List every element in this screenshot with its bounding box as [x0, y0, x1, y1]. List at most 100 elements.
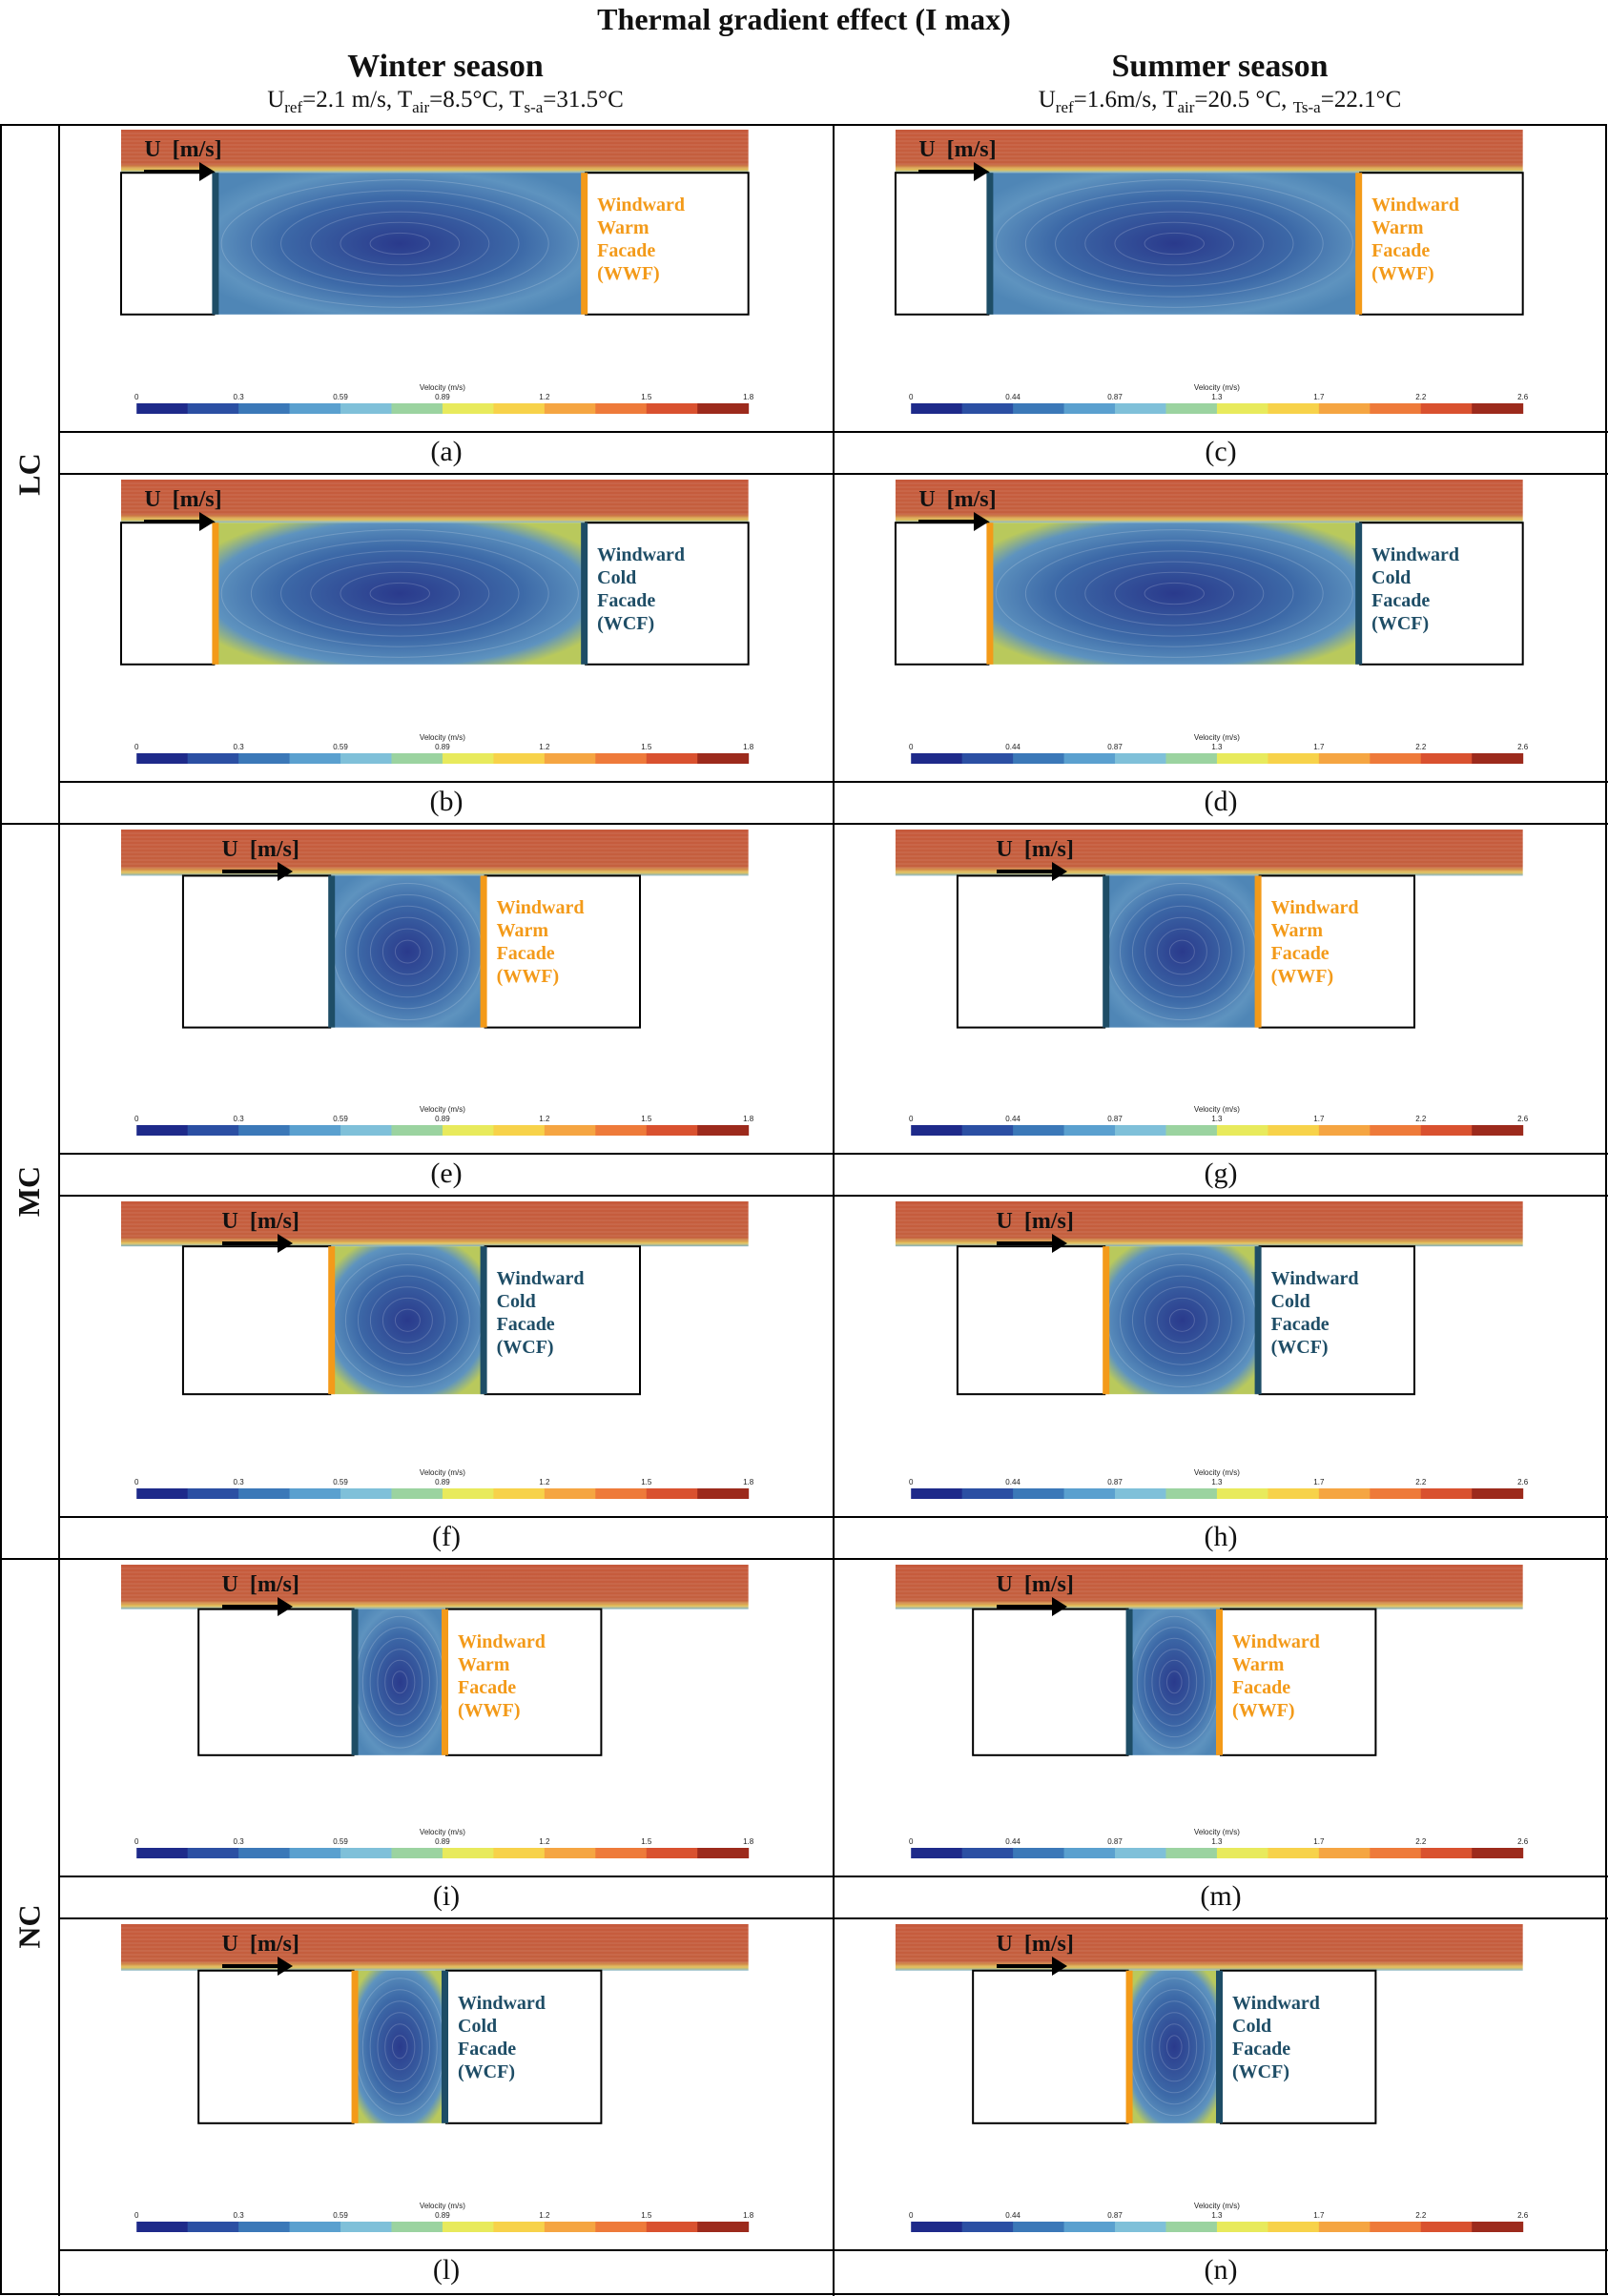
facade-label-line: Facade [1232, 2038, 1291, 2060]
leeward-facade [986, 173, 994, 315]
approach-flow-layer [120, 1565, 749, 1609]
colorbar-tick-label: 0.44 [1005, 743, 1020, 751]
colorbar-title: Velocity (m/s) [1193, 1105, 1240, 1114]
panel-caption: (g) [1204, 1158, 1238, 1189]
canyon-cavity [214, 523, 587, 665]
colorbar [911, 1488, 1524, 1499]
colorbar-tick-label: 0.59 [333, 1115, 348, 1123]
colorbar-tick-label: 0.44 [1005, 2211, 1020, 2220]
colorbar-tick-label: 1.5 [641, 1478, 652, 1486]
u-label: U [m/s] [996, 1209, 1074, 1234]
colorbar-tick-label: 0.59 [333, 1478, 348, 1486]
facade-label-line: (WCF) [1270, 1337, 1329, 1359]
facade-label-line: Facade [1232, 1676, 1291, 1698]
building-right [1359, 172, 1524, 316]
facade-label-wcf: Windward Cold Facade (WCF) [1271, 1267, 1359, 1359]
colorbar-tick-label: 1.8 [743, 1115, 754, 1123]
colorbar-tick-label: 2.6 [1517, 2211, 1529, 2220]
u-label: U [m/s] [996, 837, 1074, 862]
approach-flow-layer [120, 830, 749, 876]
facade-label-line: Warm [1270, 920, 1324, 942]
row-label-mc: MC [0, 824, 59, 1559]
wind-arrow-icon [221, 862, 293, 881]
flow-field [120, 1924, 750, 2232]
windward-facade [480, 875, 487, 1028]
facade-label-line: Facade [1371, 590, 1431, 612]
facade-label-line: Windward [458, 1992, 546, 2014]
wind-arrow-icon [996, 1234, 1067, 1253]
colorbar-tick-label: 1.2 [539, 1837, 550, 1846]
flow-field [119, 130, 750, 414]
colorbar-tick-label: 0 [908, 2211, 914, 2220]
colorbar [911, 1125, 1524, 1136]
panel-m: U [m/s] Windward Warm Facade (WWF) 0 0.44 0.87 1… [834, 1559, 1608, 1876]
facade-label-line: Windward [496, 897, 585, 919]
wind-arrow-icon [144, 512, 216, 531]
colorbar-tick-label: 1.2 [539, 1478, 550, 1486]
colorbar-tick-label: 1.2 [539, 743, 550, 751]
facade-label-line: (WCF) [496, 1337, 554, 1359]
facade-label-line: Windward [1270, 1268, 1359, 1290]
season-params: Uref=1.6m/s, Tair=20.5 °C, Ts-a=22.1°C [1038, 87, 1402, 116]
u-label: U [m/s] [144, 487, 222, 512]
u-label: U [m/s] [996, 1572, 1074, 1597]
building-left [894, 172, 990, 316]
colorbar-tick-label: 2.2 [1415, 2211, 1427, 2220]
facade-label-wwf: Windward Warm Facade (WWF) [1271, 896, 1359, 988]
facade-label-wcf: Windward Cold Facade (WCF) [1232, 1992, 1320, 2083]
facade-label-line: Windward [496, 1268, 585, 1290]
colorbar-tick-label: 0.3 [233, 743, 244, 751]
colorbar-tick-label: 0.44 [1005, 393, 1020, 401]
flow-field [895, 1924, 1524, 2232]
facade-label-line: Cold [597, 567, 637, 589]
colorbar [911, 753, 1524, 764]
facade-label-line: Windward [1371, 544, 1460, 566]
windward-facade [1355, 523, 1363, 665]
facade-label-line: Windward [458, 1630, 546, 1652]
canyon-cavity [330, 1246, 485, 1395]
approach-flow-layer [895, 1565, 1523, 1609]
colorbar-tick-label: 1.5 [641, 393, 652, 401]
colorbar-tick-label: 0.87 [1107, 1478, 1123, 1486]
panel-i: U [m/s] Windward Warm Facade (WWF) 0 0.3 0.59 0.… [59, 1559, 834, 1876]
colorbar-tick-label: 2.2 [1415, 393, 1427, 401]
facade-label-line: Warm [458, 1653, 510, 1675]
colorbar-tick-label: 1.8 [743, 1837, 754, 1846]
u-label: U [m/s] [918, 137, 997, 162]
colorbar-tick-label: 2.6 [1517, 743, 1529, 751]
canyon-cavity [1127, 1609, 1221, 1755]
colorbar-tick-label: 1.2 [539, 393, 550, 401]
facade-label-line: Cold [1232, 2015, 1272, 2037]
colorbar-tick-label: 0.3 [233, 1115, 244, 1123]
canyon-cavity [1104, 1246, 1260, 1395]
colorbar-tick-label: 1.8 [743, 393, 754, 401]
facade-label-line: Warm [1232, 1653, 1285, 1675]
row-label-text: NC [11, 1904, 47, 1949]
approach-flow-layer [120, 1924, 749, 1971]
building-left [956, 874, 1106, 1029]
panel-caption: (a) [430, 436, 463, 467]
approach-flow-layer [120, 1201, 749, 1247]
colorbar-title: Velocity (m/s) [419, 1828, 465, 1836]
leeward-facade [351, 1970, 359, 2123]
season-params: Uref=2.1 m/s, Tair=8.5°C, Ts-a=31.5°C [267, 87, 624, 116]
building-right [585, 522, 750, 666]
colorbar-tick-label: 0 [134, 1837, 139, 1846]
leeward-facade [351, 1609, 359, 1755]
flow-field [120, 830, 750, 1136]
colorbar-tick-label: 0.89 [435, 2211, 450, 2220]
panel-f: U [m/s] Windward Cold Facade (WCF) 0 0.3 0.59 0.… [59, 1196, 834, 1517]
building-left [972, 1608, 1129, 1756]
approach-flow-layer [120, 480, 749, 523]
panel-caption: (c) [1205, 436, 1237, 467]
facade-label-line: (WWF) [597, 263, 660, 285]
facade-label-line: Facade [496, 943, 555, 965]
colorbar-tick-label: 2.6 [1517, 1837, 1529, 1846]
colorbar-tick-label: 0 [134, 2211, 139, 2220]
colorbar-tick-label: 1.5 [641, 743, 652, 751]
colorbar-tick-label: 0 [134, 743, 139, 751]
facade-label-line: (WWF) [458, 1699, 521, 1721]
facade-label-line: Cold [458, 2015, 498, 2037]
flow-field [894, 130, 1524, 414]
wind-arrow-icon [221, 1597, 293, 1616]
